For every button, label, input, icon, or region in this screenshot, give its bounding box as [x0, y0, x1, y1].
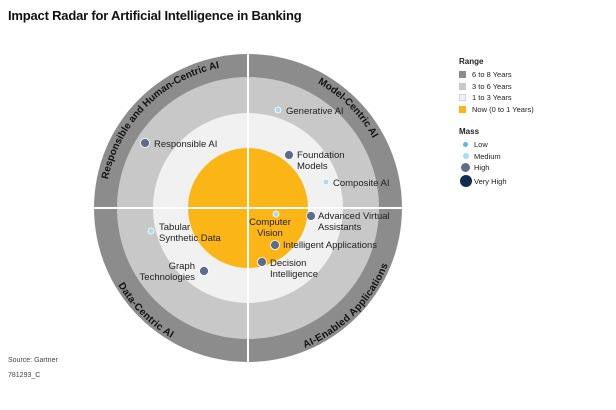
legend-range-label: Now (0 to 1 Years) [472, 104, 534, 114]
legend-mass-item: High [459, 162, 609, 174]
legend-range-title: Range [459, 57, 484, 66]
source-note: Source: Gartner [8, 357, 58, 364]
item-label-6: Tabular Synthetic Data [159, 222, 221, 244]
item-dot-1 [140, 138, 150, 148]
legend-mass-dot [461, 163, 470, 173]
legend-mass-item: Medium [459, 151, 609, 163]
item-dot-2 [284, 150, 294, 160]
item-dot-6 [147, 227, 155, 235]
legend-mass-item: Very High [459, 174, 609, 189]
legend-mass-title: Mass [459, 127, 480, 136]
legend-mass-dot [459, 175, 472, 187]
item-label-1: Responsible AI [154, 139, 217, 150]
item-dot-7 [270, 240, 280, 250]
legend-mass-dot [463, 142, 468, 148]
item-dot-5 [306, 211, 316, 221]
legend-range-swatch [459, 105, 466, 113]
legend-mass-label: Very High [474, 176, 507, 186]
figure-id: 781293_C [8, 372, 41, 379]
legend-mass-label: Medium [474, 151, 501, 161]
item-label-5: Advanced Virtual Assistants [318, 211, 390, 233]
legend-range-item: 1 to 3 Years [459, 92, 609, 104]
legend-mass-item: Low [459, 139, 609, 151]
radar-items: Generative AI Responsible AI Foundation Mod… [140, 106, 390, 283]
item-label-7: Intelligent Applications [283, 240, 377, 251]
legend-mass-label: High [474, 163, 490, 173]
item-dot-3 [322, 178, 330, 186]
item-dot-9 [257, 257, 267, 267]
item-label-8: Graph Technologies [140, 261, 196, 283]
legend-range-label: 6 to 8 Years [472, 70, 512, 80]
item-label-9: Decision Intelligence [270, 258, 318, 280]
item-dot-0 [274, 106, 282, 114]
legend-range-swatch [459, 71, 466, 79]
legend-range-swatch [459, 82, 466, 90]
item-label-4: Computer Vision [249, 217, 291, 239]
legend-range-item: 6 to 8 Years [459, 69, 609, 81]
legend-range-label: 1 to 3 Years [472, 93, 512, 103]
item-dot-8 [199, 266, 209, 276]
legend-range-item: 3 to 6 Years [459, 81, 609, 93]
legend-range-label: 3 to 6 Years [472, 81, 512, 91]
legend: Range 6 to 8 Years 3 to 6 Years 1 to 3 Yea… [459, 57, 609, 189]
radar-title: Impact Radar for Artificial Intelligence… [8, 8, 302, 23]
legend-mass-list: Low Medium High Very High [459, 139, 609, 189]
legend-range-list: 6 to 8 Years 3 to 6 Years 1 to 3 Years Now … [459, 69, 609, 115]
item-dot-4 [272, 210, 280, 218]
item-label-2: Foundation Models [297, 150, 345, 172]
legend-mass-dot [462, 153, 469, 160]
legend-range-swatch [459, 94, 466, 102]
legend-mass-label: Low [474, 140, 488, 150]
legend-range-item: Now (0 to 1 Years) [459, 104, 609, 116]
item-label-0: Generative AI [286, 106, 344, 117]
item-label-3: Composite AI [333, 178, 390, 189]
